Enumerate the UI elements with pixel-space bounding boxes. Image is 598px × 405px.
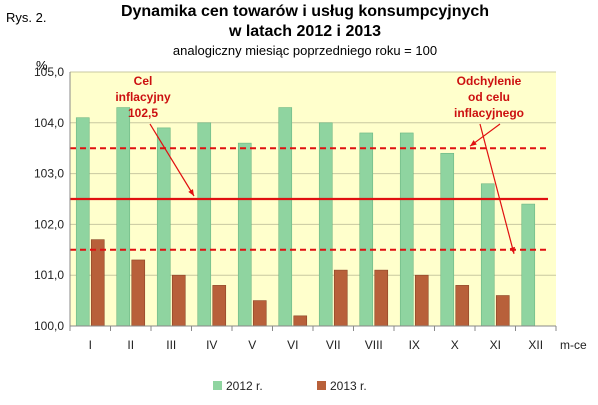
bar-2012-XI: [480, 183, 495, 327]
legend: 2012 r. 2013 r.: [213, 379, 367, 393]
x-tick-label: VI: [287, 338, 298, 352]
x-tick-label: III: [166, 338, 176, 352]
legend-swatch-2013: [317, 381, 326, 390]
x-tick-label: IV: [206, 338, 217, 352]
bar-2013-II: [131, 259, 146, 327]
bar-2013-VII: [333, 269, 348, 327]
chart-title-line2: w latach 2012 i 2013: [228, 23, 381, 40]
bar-2012-II: [116, 107, 131, 327]
bar-2013-VI: [293, 315, 308, 327]
annotation-target-line3: 102,5: [128, 106, 158, 120]
arrow-target: [149, 123, 195, 197]
x-tick-label: XI: [490, 338, 501, 352]
bar-2013-I: [90, 239, 105, 327]
y-tick-labels: 100,0 101,0 102,0 103,0 104,0 105,0: [34, 65, 64, 333]
annotation-target: Cel inflacyjny 102,5: [115, 74, 171, 120]
bar-2013-VIII: [374, 269, 389, 327]
bar-2012-III: [156, 127, 171, 327]
x-tick-labels: I II III IV V VI VII VIII IX X XI XII: [89, 338, 544, 352]
bar-2013-IV: [212, 285, 227, 327]
y-tick-label: 102,0: [34, 217, 64, 231]
legend-swatch-2012: [213, 381, 222, 390]
bar-2012-XII: [521, 203, 536, 327]
bar-2012-VI: [278, 107, 293, 327]
x-tick-label: VIII: [365, 338, 383, 352]
y-tick-label: 101,0: [34, 268, 64, 282]
y-tick-label: 103,0: [34, 167, 64, 181]
bar-2012-IX: [399, 132, 414, 327]
y-tick-label: 100,0: [34, 319, 64, 333]
legend-label-2013: 2013 r.: [330, 379, 367, 393]
annotation-arrows: [149, 123, 516, 254]
annotation-target-line1: Cel: [134, 74, 153, 88]
arrow-target-head: [188, 189, 194, 196]
annotation-band-line1: Odchylenie: [457, 74, 522, 88]
annotation-band-line2: od celu: [468, 90, 510, 104]
y-tick-label: 105,0: [34, 65, 64, 79]
x-tick-label: V: [248, 338, 256, 352]
x-tick-label: XII: [528, 338, 543, 352]
bar-2013-V: [252, 300, 267, 327]
x-tick-label: X: [451, 338, 459, 352]
x-tick-label: VII: [326, 338, 341, 352]
bar-2012-V: [237, 142, 252, 327]
bars: [75, 107, 536, 327]
bar-2012-IV: [197, 122, 212, 327]
annotation-target-line2: inflacyjny: [115, 90, 171, 104]
reference-lines: [70, 147, 548, 251]
arrow-band-lower-head: [509, 246, 516, 254]
figure-label: Rys. 2.: [6, 10, 46, 25]
axes: [69, 72, 557, 331]
annotation-band: Odchylenie od celu inflacyjnego: [454, 74, 524, 120]
bar-2012-VII: [318, 122, 333, 327]
bar-2013-XI: [495, 295, 510, 327]
arrow-band-upper-head: [470, 140, 477, 147]
arrow-band-lower: [479, 123, 515, 254]
x-tick-label: I: [89, 338, 92, 352]
x-axis-label: m-ce: [560, 338, 587, 352]
bar-2012-VIII: [359, 132, 374, 327]
chart-title-line1: Dynamika cen towarów i usług konsumpcyjn…: [121, 3, 489, 20]
bar-2012-X: [440, 152, 455, 327]
bar-2013-III: [171, 274, 186, 327]
y-axis-label: %: [36, 58, 48, 73]
x-tick-label: IX: [409, 338, 420, 352]
chart-subtitle: analogiczny miesiąc poprzedniego roku = …: [173, 43, 437, 58]
annotation-band-line3: inflacyjnego: [454, 106, 524, 120]
x-tick-label: II: [127, 338, 134, 352]
bar-2013-IX: [414, 274, 429, 327]
y-tick-label: 104,0: [34, 116, 64, 130]
legend-label-2012: 2012 r.: [226, 379, 263, 393]
bar-2013-X: [455, 285, 470, 327]
